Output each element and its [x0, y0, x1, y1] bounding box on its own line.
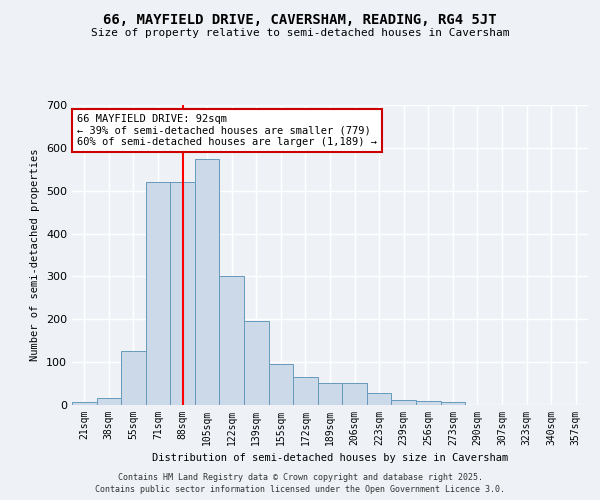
Bar: [244, 320, 269, 405]
Bar: [367, 393, 391, 405]
Text: Contains HM Land Registry data © Crown copyright and database right 2025.: Contains HM Land Registry data © Crown c…: [118, 472, 482, 482]
Text: Contains public sector information licensed under the Open Government Licence 3.: Contains public sector information licen…: [95, 485, 505, 494]
Y-axis label: Number of semi-detached properties: Number of semi-detached properties: [31, 149, 40, 361]
Bar: [195, 158, 220, 405]
Bar: [170, 182, 195, 405]
Bar: [97, 398, 121, 405]
Bar: [269, 364, 293, 405]
Bar: [342, 382, 367, 405]
Bar: [318, 382, 342, 405]
Text: Size of property relative to semi-detached houses in Caversham: Size of property relative to semi-detach…: [91, 28, 509, 38]
Text: 66, MAYFIELD DRIVE, CAVERSHAM, READING, RG4 5JT: 66, MAYFIELD DRIVE, CAVERSHAM, READING, …: [103, 12, 497, 26]
Bar: [72, 402, 97, 405]
Bar: [146, 182, 170, 405]
Bar: [293, 377, 318, 405]
X-axis label: Distribution of semi-detached houses by size in Caversham: Distribution of semi-detached houses by …: [152, 454, 508, 464]
Bar: [220, 276, 244, 405]
Bar: [121, 352, 146, 405]
Bar: [440, 402, 465, 405]
Text: 66 MAYFIELD DRIVE: 92sqm
← 39% of semi-detached houses are smaller (779)
60% of : 66 MAYFIELD DRIVE: 92sqm ← 39% of semi-d…: [77, 114, 377, 147]
Bar: [391, 400, 416, 405]
Bar: [416, 400, 440, 405]
